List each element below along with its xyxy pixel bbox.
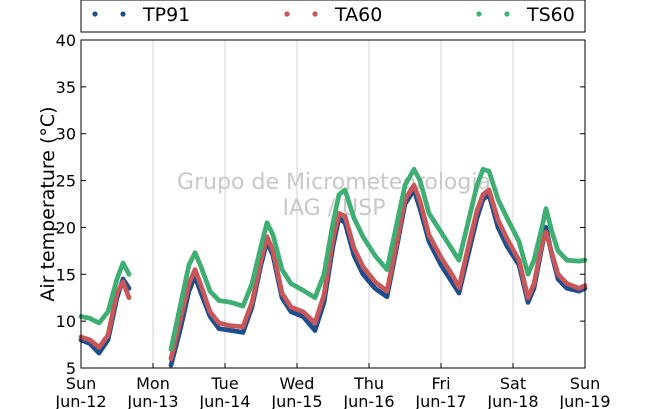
x-tick-label-date: Jun-19 xyxy=(558,392,610,409)
data-point xyxy=(126,295,132,301)
legend: TP91 TA60 TS60 xyxy=(80,0,586,33)
y-tick-label: 5 xyxy=(66,359,76,378)
x-tick-label-day: Tue xyxy=(210,374,238,393)
legend-marker-tp91 xyxy=(92,11,98,17)
x-axis: SunJun-12MonJun-13TueJun-14WedJun-15ThuJ… xyxy=(54,363,611,409)
legend-entry-ta60: TA60 xyxy=(284,4,382,26)
legend-label-ta60: TA60 xyxy=(334,4,382,26)
legend-marker-ts60 xyxy=(504,11,510,17)
y-tick-label: 15 xyxy=(56,265,76,284)
legend-label-ts60: TS60 xyxy=(526,4,575,26)
x-tick-label-day: Mon xyxy=(136,374,170,393)
legend-marker-ta60 xyxy=(284,11,290,17)
x-tick-label-date: Jun-17 xyxy=(414,392,466,409)
x-tick-label-date: Jun-12 xyxy=(54,392,106,409)
y-tick-label: 25 xyxy=(56,172,76,191)
y-axis-label: Air temperature (°C) xyxy=(37,106,59,301)
data-point xyxy=(126,271,132,277)
y-tick-label: 30 xyxy=(56,125,76,144)
x-tick-label-day: Sun xyxy=(66,374,96,393)
plot-frame xyxy=(80,39,586,369)
legend-marker-tp91 xyxy=(120,11,126,17)
x-tick-label-day: Sat xyxy=(500,374,526,393)
y-tick-label: 10 xyxy=(56,312,76,331)
series-layer xyxy=(78,166,588,368)
x-tick-label-day: Wed xyxy=(280,374,315,393)
legend-marker-ts60 xyxy=(476,11,482,17)
y-tick-label: 20 xyxy=(56,218,76,237)
watermark-line-1: Grupo de Micrometeorologia xyxy=(177,170,491,195)
legend-label-tp91: TP91 xyxy=(142,4,190,26)
legend-marker-ta60 xyxy=(312,11,318,17)
x-tick-label-date: Jun-14 xyxy=(198,392,250,409)
y-tick-label: 35 xyxy=(56,78,76,97)
legend-entry-tp91: TP91 xyxy=(92,4,190,26)
legend-entry-ts60: TS60 xyxy=(476,4,575,26)
x-tick-label-date: Jun-16 xyxy=(342,392,394,409)
y-tick-label: 40 xyxy=(56,31,76,50)
x-tick-label-day: Sun xyxy=(570,374,600,393)
x-tick-label-date: Jun-18 xyxy=(486,392,538,409)
x-tick-label-day: Fri xyxy=(431,374,450,393)
x-tick-label-date: Jun-13 xyxy=(126,392,178,409)
x-tick-label-date: Jun-15 xyxy=(270,392,322,409)
y-axis: 5 10 15 20 25 30 35 40 xyxy=(56,31,585,378)
series-ts60 xyxy=(78,166,588,352)
x-tick-label-day: Thu xyxy=(353,374,384,393)
